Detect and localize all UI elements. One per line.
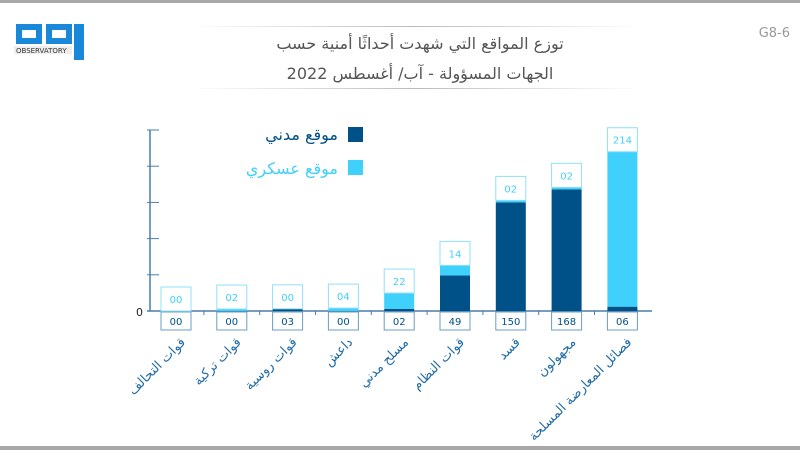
military-value-box	[327, 283, 359, 309]
military-value-label: 214	[613, 136, 632, 147]
bar-civil	[272, 308, 303, 311]
military-value-box	[439, 240, 471, 266]
x-category-label: قوات روسية	[242, 335, 300, 393]
military-value-label: 22	[393, 277, 406, 288]
civil-value-box	[272, 311, 304, 331]
military-value-label: 00	[281, 293, 294, 304]
x-category-label: قوات النظام	[410, 335, 468, 393]
x-category-label: مسلح مدني	[356, 335, 412, 391]
civil-value-box	[551, 311, 583, 331]
bar-military	[384, 293, 415, 309]
bar-military	[607, 151, 638, 307]
civil-value-label: 49	[449, 317, 462, 328]
civil-value-label: 06	[616, 317, 629, 328]
chart-title-line1: توزع المواقع التي شهدت أحداثًا أمنية حسب	[276, 34, 564, 53]
civil-value-box	[216, 311, 248, 331]
civil-value-box	[160, 311, 192, 331]
x-category-label: قسد	[496, 335, 524, 363]
civil-value-box	[495, 311, 527, 331]
legend-swatch-civil	[348, 127, 363, 142]
civil-value-box	[439, 311, 471, 331]
civil-value-label: 00	[337, 317, 350, 328]
chart-title-line2: الجهات المسؤولة - آب/ أغسطس 2022	[286, 64, 554, 83]
bar-civil	[495, 202, 526, 311]
civil-value-label: 03	[281, 317, 294, 328]
logo-subtext: OBSERVATORY	[16, 47, 67, 55]
military-value-box	[216, 284, 248, 310]
bar-military	[328, 308, 359, 311]
figure-code: G8-6	[758, 26, 790, 41]
bar-civil	[551, 189, 582, 311]
civil-value-box	[606, 311, 638, 331]
military-value-box	[606, 127, 638, 153]
civil-value-box	[327, 311, 359, 331]
bar-civil	[384, 309, 415, 311]
bar-military	[440, 265, 470, 276]
x-category-label: داعش	[322, 335, 357, 370]
military-value-label: 00	[170, 295, 183, 306]
civil-value-box	[383, 311, 415, 331]
bottom-border	[0, 446, 800, 450]
bar-military	[495, 200, 526, 203]
civil-value-label: 168	[557, 317, 576, 328]
y-tick-label: 0	[136, 306, 143, 319]
x-category-label: قوات التحالف	[126, 335, 189, 398]
top-border	[0, 0, 800, 3]
logo: OBSERVATORY	[12, 22, 92, 62]
x-category-label: فصائل المعارضة المسلحة	[526, 335, 635, 444]
title-rule-top	[190, 26, 640, 27]
bar-military	[551, 187, 582, 190]
military-value-box	[272, 284, 304, 310]
military-value-label: 02	[560, 171, 573, 182]
title-rule-bottom	[190, 88, 640, 89]
military-value-box	[160, 286, 192, 312]
legend-label-military: موقع عسكري	[246, 159, 338, 179]
bar-civil	[607, 306, 638, 311]
military-value-box	[495, 175, 527, 201]
x-category-label: قوات تركية	[191, 335, 245, 389]
military-value-label: 02	[225, 293, 238, 304]
legend-swatch-military	[348, 160, 363, 175]
military-value-label: 14	[449, 249, 462, 260]
civil-value-label: 150	[501, 317, 520, 328]
civil-value-label: 00	[170, 317, 183, 328]
military-value-label: 02	[504, 184, 517, 195]
military-value-label: 04	[337, 292, 350, 303]
legend-label-civil: موقع مدني	[265, 125, 338, 145]
civil-value-label: 02	[393, 317, 406, 328]
civil-value-label: 00	[225, 317, 238, 328]
bar-civil	[440, 275, 470, 311]
bar-military	[216, 309, 247, 311]
military-value-box	[551, 162, 583, 188]
x-category-label: مجهولون	[535, 335, 580, 380]
military-value-box	[383, 268, 415, 294]
